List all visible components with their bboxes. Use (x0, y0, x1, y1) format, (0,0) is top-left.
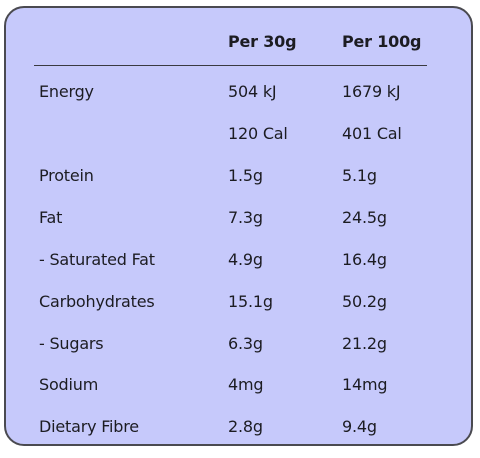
table-row-sodium: Sodium 4mg 14mg (6, 374, 471, 416)
row-label: Protein (39, 166, 94, 185)
table-row-saturated-fat: - Saturated Fat 4.9g 16.4g (6, 249, 471, 291)
value-per-30g: 4.9g (228, 250, 263, 269)
value-per-30g: 2.8g (228, 417, 263, 436)
value-per-30g: 504 kJ (228, 82, 277, 101)
table-row-protein: Protein 1.5g 5.1g (6, 165, 471, 207)
value-per-100g: 14mg (342, 375, 388, 394)
value-per-30g: 7.3g (228, 208, 263, 227)
row-label: Sodium (39, 375, 99, 394)
value-per-100g: 24.5g (342, 208, 387, 227)
value-per-100g: 401 Cal (342, 124, 402, 143)
table-row-fat: Fat 7.3g 24.5g (6, 207, 471, 249)
value-per-30g: 1.5g (228, 166, 263, 185)
row-label: - Sugars (39, 334, 104, 353)
value-per-100g: 9.4g (342, 417, 377, 436)
value-per-100g: 1679 kJ (342, 82, 401, 101)
row-label: - Saturated Fat (39, 250, 155, 269)
header-per-100g: Per 100g (342, 32, 422, 51)
value-per-100g: 21.2g (342, 334, 387, 353)
row-label: Dietary Fibre (39, 417, 139, 436)
header-divider (34, 65, 427, 66)
table-header: Per 30g Per 100g (6, 8, 471, 72)
value-per-30g: 4mg (228, 375, 264, 394)
value-per-30g: 120 Cal (228, 124, 288, 143)
nutrition-table: Per 30g Per 100g Energy 504 kJ 1679 kJ 1… (4, 6, 473, 446)
table-row-energy-kj: Energy 504 kJ 1679 kJ (6, 81, 471, 123)
value-per-100g: 50.2g (342, 292, 387, 311)
value-per-30g: 15.1g (228, 292, 273, 311)
table-row-dietary-fibre: Dietary Fibre 2.8g 9.4g (6, 416, 471, 458)
header-per-30g: Per 30g (228, 32, 297, 51)
row-label: Carbohydrates (39, 292, 155, 311)
table-row-sugars: - Sugars 6.3g 21.2g (6, 333, 471, 375)
value-per-100g: 5.1g (342, 166, 377, 185)
value-per-100g: 16.4g (342, 250, 387, 269)
row-label: Energy (39, 82, 94, 101)
table-row-energy-cal: 120 Cal 401 Cal (6, 123, 471, 165)
table-row-carbohydrates: Carbohydrates 15.1g 50.2g (6, 291, 471, 333)
row-label: Fat (39, 208, 63, 227)
value-per-30g: 6.3g (228, 334, 263, 353)
